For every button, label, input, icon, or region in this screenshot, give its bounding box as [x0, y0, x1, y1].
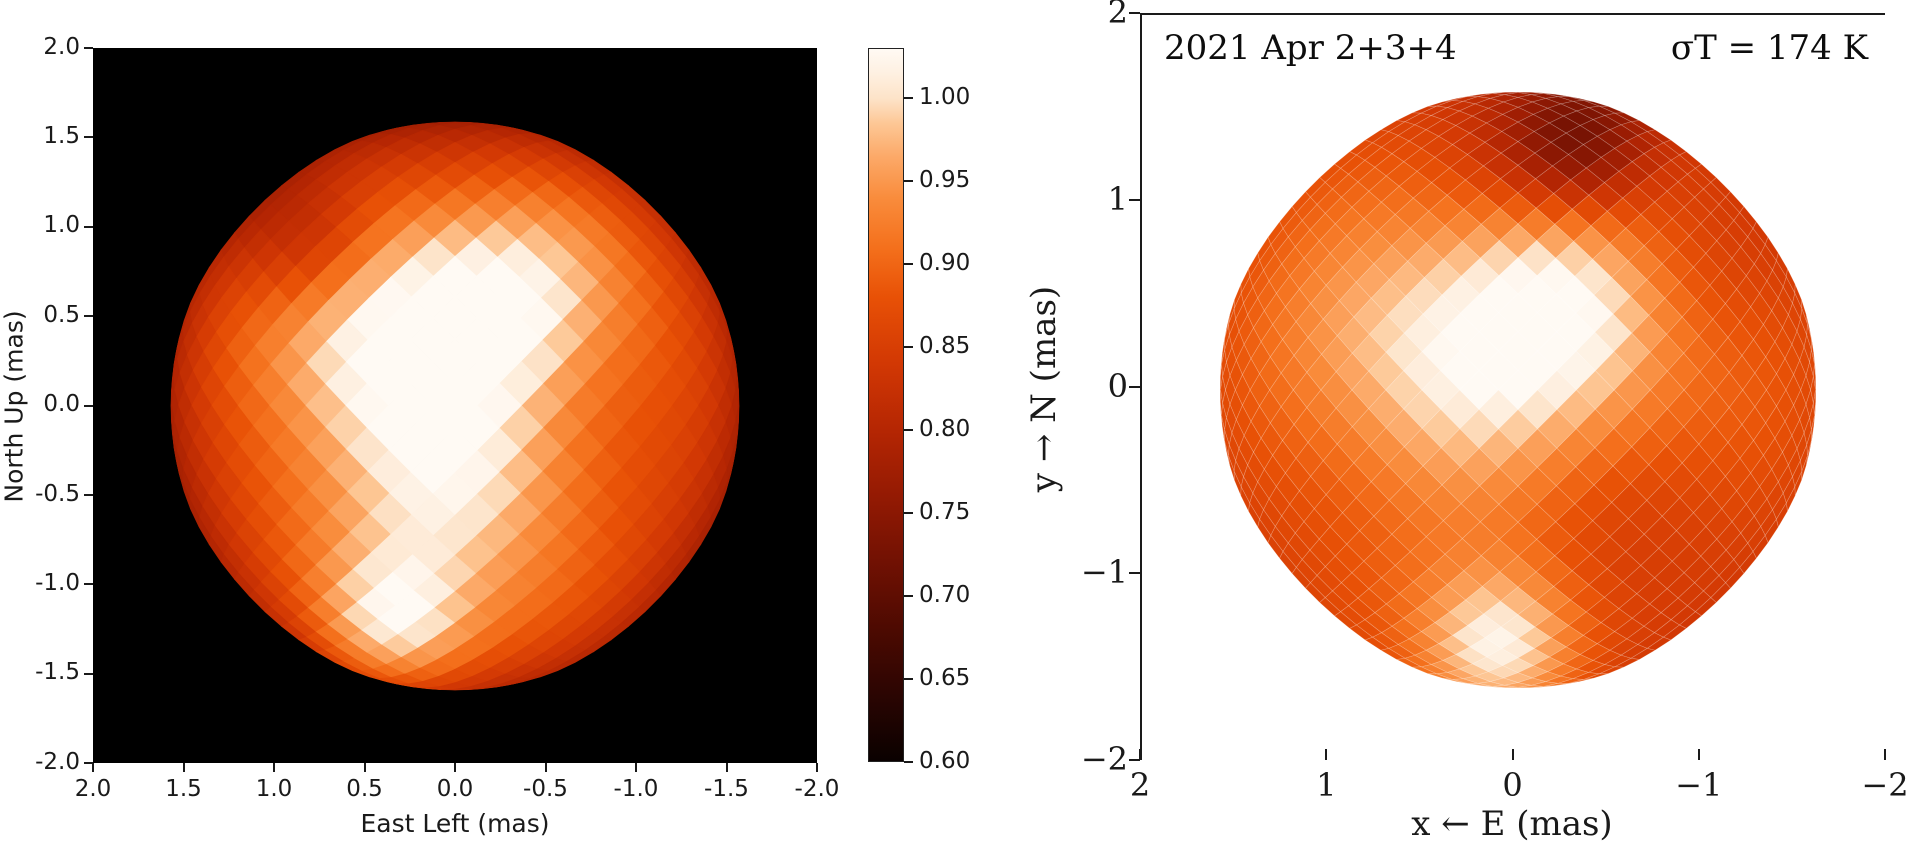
right-axes-area — [1140, 13, 1887, 762]
left-y-tick-mark — [84, 672, 93, 675]
colorbar-tick-mark — [904, 428, 913, 431]
left-x-tick-label: 1.5 — [165, 776, 202, 802]
left-y-tick-mark — [84, 315, 93, 318]
right-x-tick-mark — [1697, 749, 1700, 760]
date-annotation: 2021 Apr 2+3+4 — [1164, 28, 1457, 68]
left-y-tick-label: 0.0 — [43, 391, 80, 418]
left-y-tick-label: 1.5 — [43, 123, 80, 150]
right-y-tick-label: −1 — [1080, 553, 1128, 592]
right-y-tick-mark — [1129, 385, 1140, 388]
colorbar-tick-label: 0.80 — [919, 415, 971, 442]
colorbar-tick-mark — [904, 677, 913, 680]
left-x-tick-label: 2.0 — [74, 776, 112, 802]
left-y-tick-mark — [84, 762, 93, 764]
colorbar — [868, 48, 904, 762]
left-y-tick-mark — [84, 47, 93, 49]
left-y-tick-label: -1.0 — [35, 569, 80, 596]
right-y-tick-mark — [1129, 572, 1140, 575]
left-y-tick-label: 0.5 — [43, 301, 80, 328]
left-y-tick-label: 1.0 — [43, 212, 80, 239]
left-y-tick-label: 2.0 — [43, 33, 80, 60]
left-x-tick-label: -1.5 — [704, 776, 749, 802]
right-x-tick-label: 2 — [1129, 766, 1151, 804]
colorbar-tick-label: 0.95 — [919, 166, 971, 193]
left-x-tick-mark — [544, 763, 547, 772]
right-x-tick-label: −1 — [1675, 766, 1723, 804]
left-x-tick-mark — [635, 763, 637, 772]
colorbar-tick-mark — [904, 179, 913, 182]
right-star-disk — [1219, 91, 1817, 689]
colorbar-tick-mark — [904, 262, 913, 265]
colorbar-tick-label: 0.60 — [919, 748, 971, 774]
left-y-tick-mark — [84, 493, 93, 496]
right-x-tick-mark — [1511, 749, 1514, 760]
left-x-tick-label: -0.5 — [523, 776, 568, 802]
left-star-heatmap — [93, 48, 817, 763]
colorbar-tick-mark — [904, 345, 913, 348]
right-star-heatmap — [1142, 15, 1887, 762]
colorbar-tick-label: 0.75 — [919, 498, 971, 525]
right-y-tick-mark — [1129, 759, 1140, 761]
left-x-tick-mark — [182, 763, 185, 772]
left-y-tick-mark — [84, 225, 93, 228]
colorbar-tick-label: 0.70 — [919, 581, 971, 608]
right-x-tick-label: 0 — [1502, 766, 1523, 804]
right-y-tick-label: 1 — [1107, 179, 1128, 218]
colorbar-tick-mark — [904, 511, 913, 514]
right-x-tick-mark — [1139, 749, 1141, 760]
left-x-tick-label: 0.5 — [346, 776, 383, 802]
left-y-tick-label: -2.0 — [35, 748, 80, 775]
right-y-tick-label: 0 — [1107, 366, 1128, 405]
left-y-tick-label: -0.5 — [35, 480, 80, 507]
colorbar-tick-label: 0.90 — [919, 249, 971, 276]
right-y-tick-label: 2 — [1107, 0, 1128, 32]
right-y-tick-label: −2 — [1080, 740, 1128, 779]
right-x-tick-mark — [1325, 749, 1328, 760]
colorbar-tick-label: 0.85 — [919, 332, 971, 359]
left-star-disk — [170, 121, 740, 691]
right-y-tick-mark — [1129, 12, 1140, 14]
left-x-tick-label: -1.0 — [613, 776, 659, 802]
left-x-tick-label: 0.0 — [436, 776, 474, 802]
left-x-tick-label: -2.0 — [794, 776, 840, 802]
sigma-t-annotation: σT = 174 K — [1670, 28, 1868, 68]
left-x-tick-label: 1.0 — [255, 776, 293, 802]
left-y-tick-mark — [84, 404, 93, 407]
left-x-tick-mark — [725, 763, 728, 772]
left-x-tick-mark — [454, 763, 456, 772]
left-x-tick-mark — [273, 763, 275, 772]
right-x-tick-mark — [1884, 749, 1886, 760]
left-x-axis-label: East Left (mas) — [360, 809, 550, 838]
colorbar-tick-mark — [904, 761, 913, 763]
right-x-tick-label: −2 — [1861, 766, 1909, 804]
colorbar-tick-mark — [904, 594, 913, 597]
left-x-tick-mark — [92, 763, 94, 772]
right-x-axis-label: x ← E (mas) — [1411, 804, 1613, 844]
left-y-tick-label: -1.5 — [35, 659, 80, 686]
colorbar-tick-mark — [904, 96, 913, 99]
right-x-tick-label: 1 — [1316, 766, 1337, 804]
left-axes-area — [93, 48, 817, 763]
right-y-tick-mark — [1129, 198, 1140, 201]
left-y-tick-mark — [84, 583, 93, 586]
left-x-tick-mark — [816, 763, 818, 772]
colorbar-tick-label: 0.65 — [919, 664, 971, 691]
left-y-tick-mark — [84, 136, 93, 139]
colorbar-tick-label: 1.00 — [919, 83, 971, 110]
left-x-tick-mark — [363, 763, 366, 772]
